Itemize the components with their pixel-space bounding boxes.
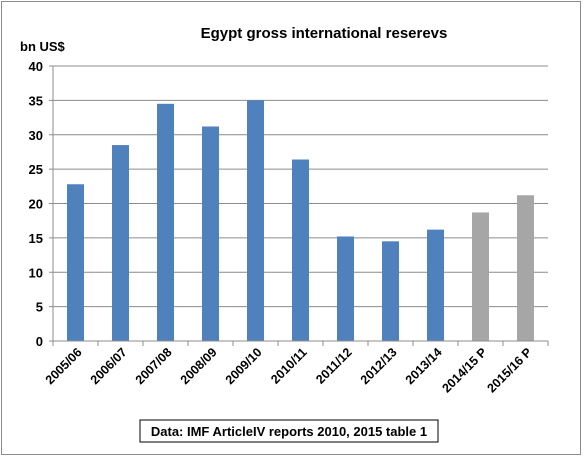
x-tick-label: 2013/14 xyxy=(403,345,445,387)
x-tick-label: 2006/07 xyxy=(88,345,130,387)
y-tick-label: 5 xyxy=(36,300,43,315)
chart-title: Egypt gross international reserevs xyxy=(201,25,448,42)
x-tick-label: 2011/12 xyxy=(313,345,354,386)
y-tick-label: 0 xyxy=(36,334,43,349)
bars xyxy=(67,100,534,341)
x-tick-label: 2010/11 xyxy=(268,345,309,386)
bar-2014-15-p xyxy=(472,212,489,341)
y-tick-label: 30 xyxy=(29,128,43,143)
bar-2015-16-p xyxy=(517,195,534,341)
y-tick-label: 20 xyxy=(29,197,43,212)
y-axis-unit-label: bn US$ xyxy=(20,39,66,54)
y-tick-label: 40 xyxy=(29,59,43,74)
y-tick-label: 15 xyxy=(29,231,43,246)
bar-2005-06 xyxy=(67,184,84,341)
y-tick-label: 35 xyxy=(29,93,43,108)
y-axis-ticks: 0 5 10 15 20 25 30 35 40 xyxy=(29,59,53,349)
x-tick-label: 2007/08 xyxy=(133,345,175,387)
y-tick-label: 10 xyxy=(29,265,43,280)
bar-2011-12 xyxy=(337,236,354,341)
x-tick-label: 2008/09 xyxy=(178,345,220,387)
x-tick-label: 2005/06 xyxy=(43,345,85,387)
source-note: Data: IMF ArticleIV reports 2010, 2015 t… xyxy=(151,424,427,439)
axes xyxy=(52,66,548,342)
bar-2006-07 xyxy=(112,145,129,341)
bar-2013-14 xyxy=(427,229,444,341)
bar-2007-08 xyxy=(157,103,174,341)
bar-2008-09 xyxy=(202,126,219,341)
x-tick-label: 2012/13 xyxy=(358,345,400,387)
x-tick-label: 2015/16 P xyxy=(484,345,534,395)
y-tick-label: 25 xyxy=(29,162,43,177)
source-note-box: Data: IMF ArticleIV reports 2010, 2015 t… xyxy=(139,419,439,443)
bar-2010-11 xyxy=(292,159,309,341)
bar-2012-13 xyxy=(382,241,399,341)
bar-2009-10 xyxy=(247,100,264,341)
x-tick-label: 2009/10 xyxy=(223,345,265,387)
x-axis-ticks: 2005/06 2006/07 2007/08 2008/09 2009/10 2010/… xyxy=(43,341,549,395)
x-tick-label: 2014/15 P xyxy=(439,345,489,395)
